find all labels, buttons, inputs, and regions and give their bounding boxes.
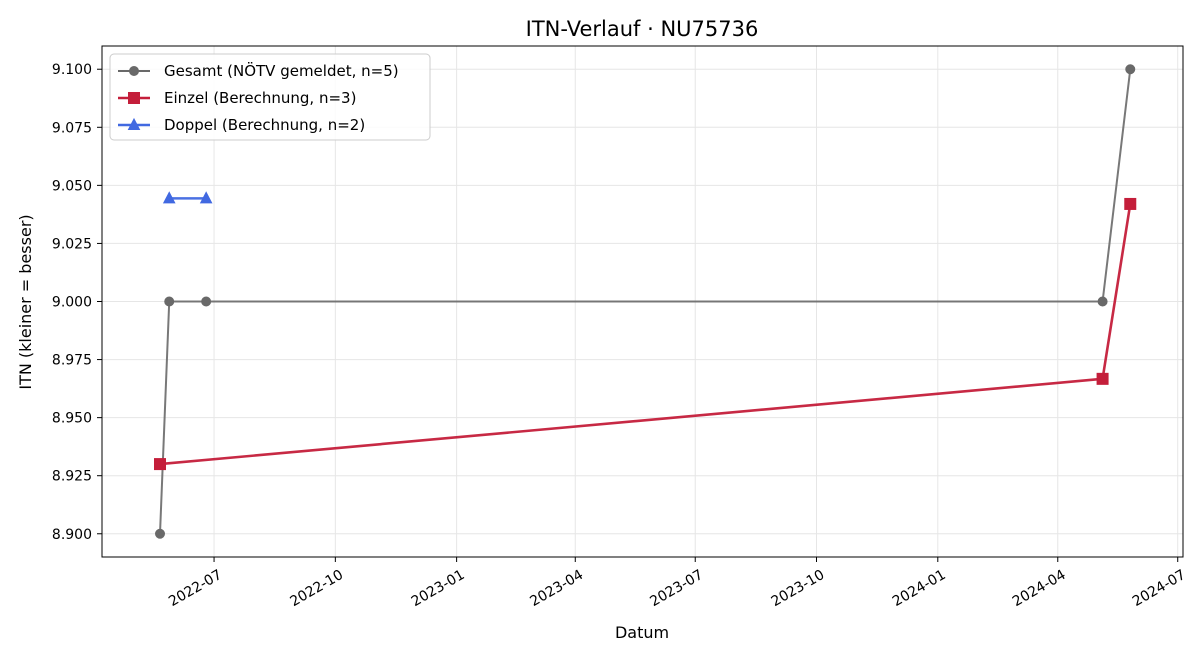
series-layer (154, 64, 1137, 539)
series-doppel (162, 191, 213, 204)
legend-marker-doppel (127, 117, 141, 130)
y-tick-label: 9.100 (52, 62, 92, 78)
legend-label-gesamt: Gesamt (NÖTV gemeldet, n=5) (164, 61, 399, 80)
y-tick-label: 9.050 (52, 178, 92, 194)
y-tick-label: 9.025 (52, 236, 92, 252)
y-tick-label: 8.925 (52, 469, 92, 485)
legend-marker-gesamt (129, 66, 139, 76)
data-point-gesamt (164, 296, 175, 307)
data-point-gesamt (155, 528, 166, 539)
data-point-doppel (199, 191, 213, 204)
series-gesamt (155, 64, 1136, 539)
data-point-einzel (1124, 197, 1137, 210)
data-point-einzel (154, 458, 167, 471)
data-point-einzel (1096, 372, 1109, 385)
legend-entry-doppel: Doppel (Berechnung, n=2) (118, 116, 365, 134)
series-einzel (154, 197, 1137, 471)
legend-marker-einzel (128, 92, 140, 104)
data-point-doppel (162, 191, 176, 204)
chart-title: ITN-Verlauf · NU75736 (526, 17, 759, 41)
y-axis-title: ITN (kleiner = besser) (16, 214, 35, 389)
y-tick-label: 9.075 (52, 120, 92, 136)
legend-label-doppel: Doppel (Berechnung, n=2) (164, 116, 365, 134)
y-tick-label: 8.950 (52, 411, 92, 427)
data-point-gesamt (201, 296, 212, 307)
y-tick-label: 9.000 (52, 295, 92, 311)
legend-box (109, 53, 431, 141)
legend: Gesamt (NÖTV gemeldet, n=5) Einzel (Berec… (109, 53, 431, 141)
y-tick-label: 8.900 (52, 527, 92, 543)
legend-entry-gesamt: Gesamt (NÖTV gemeldet, n=5) (118, 61, 399, 80)
legend-entry-einzel: Einzel (Berechnung, n=3) (118, 89, 356, 107)
data-point-gesamt (1097, 296, 1108, 307)
x-axis-title: Datum (615, 623, 669, 642)
legend-label-einzel: Einzel (Berechnung, n=3) (164, 89, 356, 107)
data-point-gesamt (1125, 64, 1136, 75)
y-tick-label: 8.975 (52, 353, 92, 369)
